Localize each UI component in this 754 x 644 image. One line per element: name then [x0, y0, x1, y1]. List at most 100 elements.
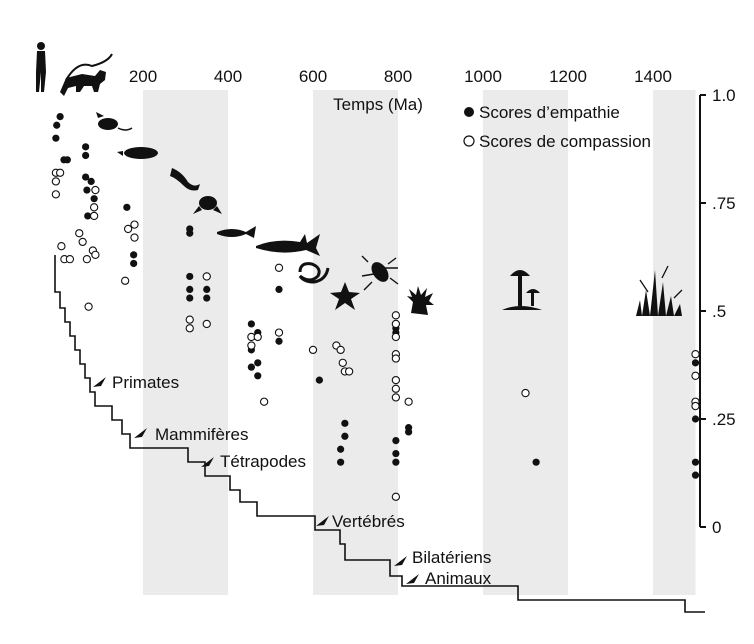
compassion-point [391, 332, 401, 342]
compassion-point [691, 401, 700, 411]
compassion-point [391, 375, 401, 385]
empathy-point [254, 372, 262, 380]
empathy-point [247, 363, 255, 371]
clade-label: Primates [112, 373, 179, 392]
empathy-point [405, 424, 413, 432]
starfish-icon [330, 282, 360, 310]
compassion-point [91, 185, 100, 195]
empathy-point [186, 294, 194, 302]
fish-body [217, 226, 256, 238]
empathy-point [52, 134, 60, 142]
clade-label: Vertébrés [332, 512, 405, 531]
compassion-point [78, 237, 87, 247]
mushroom-stem-large [518, 276, 522, 306]
frog-icon [193, 196, 222, 214]
empathy-point [691, 471, 700, 479]
cladogram-line [54, 255, 705, 613]
compassion-point [253, 332, 262, 342]
beetle-body [371, 262, 389, 282]
monkey-icon [60, 53, 113, 96]
shaded-band [653, 90, 696, 595]
empathy-point [337, 445, 345, 453]
x-tick-label: 1200 [549, 67, 587, 86]
compassion-point [308, 345, 318, 355]
fish-icon [217, 226, 256, 238]
rat-icon [96, 112, 133, 131]
y-tick-label: 0 [712, 518, 721, 537]
plant-body [636, 270, 682, 316]
compassion-point [202, 272, 211, 281]
compassion-point [391, 319, 401, 329]
empathy-point [82, 173, 90, 181]
x-tick-label: 200 [129, 67, 157, 86]
platypus-bill [117, 151, 123, 156]
legend-marker-filled [464, 107, 474, 117]
clade-pointer [316, 516, 329, 526]
compassion-point [55, 168, 65, 177]
monkey-tail [65, 53, 113, 81]
x-axis-title: Temps (Ma) [333, 95, 423, 114]
legend-marker-open [463, 135, 475, 147]
mushroom-icon [502, 270, 542, 310]
platypus-icon [117, 147, 158, 159]
compassion-point [185, 315, 194, 324]
compassion-point [65, 255, 75, 264]
empathy-point [203, 285, 211, 293]
mushroom-cap-large [510, 270, 530, 276]
compassion-point [75, 229, 84, 238]
empathy-point [247, 320, 255, 328]
compassion-point [274, 263, 284, 272]
compassion-point [274, 328, 284, 337]
anemone-icon [407, 286, 434, 315]
clade-pointer [406, 574, 419, 584]
compassion-point [521, 388, 530, 398]
empathy-point [53, 121, 61, 129]
mushroom-ground [502, 306, 542, 310]
compassion-point [51, 177, 61, 186]
lizard-body [170, 168, 200, 191]
empathy-point [532, 458, 540, 466]
empathy-point [691, 458, 700, 466]
monkey-body [60, 70, 106, 96]
shaded-band [483, 90, 568, 595]
x-tick-label: 1000 [464, 67, 502, 86]
clade-label: Animaux [425, 569, 492, 588]
x-tick-label: 1400 [634, 67, 672, 86]
rat-body [98, 118, 118, 130]
compassion-point [691, 350, 700, 359]
empathy-point [691, 415, 700, 423]
human-icon [36, 42, 46, 92]
compassion-point [89, 203, 99, 212]
plant-stems [639, 265, 683, 299]
compassion-point [404, 397, 413, 406]
frog-body [199, 196, 217, 210]
compassion-point [121, 276, 130, 285]
empathy-point [123, 203, 131, 211]
mushroom-stem-small [531, 293, 534, 306]
x-tick-label: 600 [299, 67, 327, 86]
compassion-point [130, 233, 139, 242]
compassion-point [185, 324, 194, 333]
clade-label: Bilatériens [412, 548, 491, 567]
compassion-point [391, 311, 401, 320]
shark-body [256, 234, 320, 256]
compassion-point [82, 255, 92, 264]
compassion-point [57, 242, 66, 251]
compassion-point [259, 397, 269, 406]
beetle-legs [361, 255, 399, 291]
empathy-point [341, 432, 349, 440]
x-tick-label: 800 [384, 67, 412, 86]
empathy-point [82, 143, 90, 151]
y-tick-label: .5 [712, 302, 726, 321]
empathy-point [82, 151, 90, 160]
empathy-point [130, 251, 138, 259]
compassion-point [130, 220, 139, 229]
empathy-point [337, 458, 345, 466]
compassion-point [51, 190, 61, 199]
clade-pointer [201, 457, 214, 467]
compassion-point [91, 250, 100, 259]
clade-pointer [134, 428, 147, 438]
empathy-point [392, 449, 400, 458]
compassion-point [123, 224, 133, 234]
